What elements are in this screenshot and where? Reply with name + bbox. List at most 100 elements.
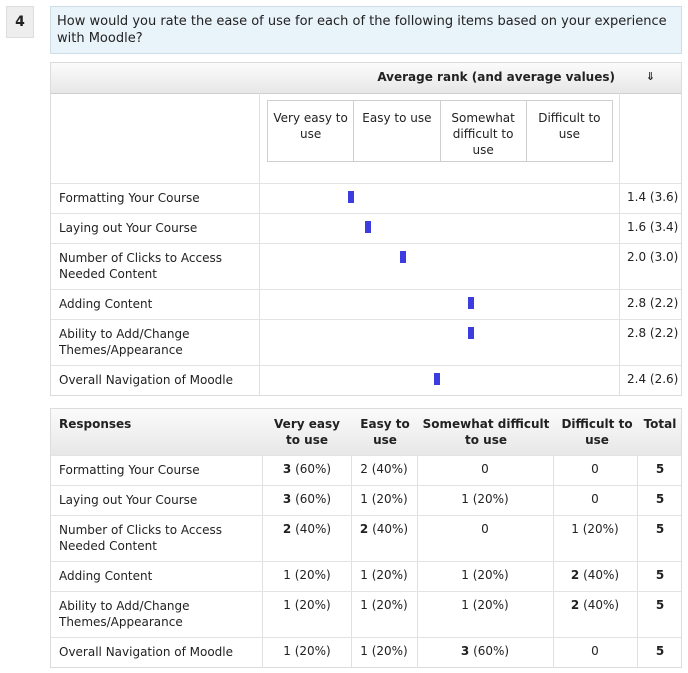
response-percent: (60%) (469, 644, 510, 658)
rank-table-header: Average rank (and average values) ⇓ (51, 63, 681, 94)
response-cell: 1 (20%) (445, 598, 525, 612)
response-count: 1 (461, 598, 469, 612)
response-count: 1 (360, 568, 368, 582)
response-cell: 2 (40%) (344, 462, 424, 476)
rank-marker (468, 297, 475, 309)
rank-table-title: Average rank (and average values) (377, 70, 615, 84)
response-percent: (20%) (367, 568, 408, 582)
rank-row-label: Laying out Your Course (59, 221, 198, 235)
header-easy: Easy to use (360, 417, 410, 447)
table-row: Overall Navigation of Moodle 1 (20%) 1 (20… (51, 637, 681, 668)
rank-row-value: 2.8 (2.2) (627, 296, 679, 310)
average-rank-table: Average rank (and average values) ⇓ Very… (50, 62, 682, 396)
scale-easy: Easy to use (354, 101, 441, 161)
rank-row: Adding Content 2.8 (2.2) (51, 289, 681, 320)
response-cell: 1 (20%) (267, 644, 347, 658)
question-text: How would you rate the ease of use for e… (50, 6, 682, 54)
header-very-easy: Very easy to use (274, 417, 340, 447)
response-count: 1 (283, 598, 291, 612)
table-row: Adding Content 1 (20%) 1 (20%) 1 (20%) 2 (40… (51, 561, 681, 592)
response-count: 2 (360, 462, 368, 476)
response-cell: 1 (20%) (344, 492, 424, 506)
response-count: 2 (282, 522, 292, 536)
header-total: Total (643, 417, 677, 431)
table-row: Formatting Your Course 3 (60%) 2 (40%) 0 0 5 (51, 455, 681, 486)
response-percent: (20%) (367, 644, 408, 658)
scale-very-easy: Very easy to use (268, 101, 355, 161)
response-percent: (40%) (367, 462, 408, 476)
response-total: 5 (655, 462, 665, 476)
response-percent: (20%) (468, 568, 509, 582)
table-row: Ability to Add/Change Themes/Appearance 1… (51, 591, 681, 638)
rank-row-value: 1.4 (3.6) (627, 190, 679, 204)
header-somewhat-difficult: Somewhat difficult to use (422, 417, 550, 447)
response-percent: (40%) (368, 522, 409, 536)
response-count: 3 (460, 644, 470, 658)
response-count: 3 (282, 462, 292, 476)
rank-row: Number of Clicks to Access Needed Conten… (51, 243, 681, 290)
response-count: 1 (283, 644, 291, 658)
response-cell: 2 (40%) (267, 522, 347, 536)
rank-row: Overall Navigation of Moodle 2.4 (2.6) (51, 365, 681, 396)
response-row-label: Adding Content (59, 569, 153, 583)
response-cell: 3 (60%) (445, 644, 525, 658)
response-total: 5 (655, 644, 665, 658)
response-total: 5 (655, 522, 665, 536)
rank-marker (399, 251, 406, 263)
rank-row-label: Adding Content (59, 297, 153, 311)
response-total: 5 (655, 492, 665, 506)
rank-row-label: Ability to Add/Change Themes/Appearance (59, 327, 190, 357)
table-row: Number of Clicks to Access Needed Conten… (51, 515, 681, 562)
table-row: Laying out Your Course 3 (60%) 1 (20%) 1 (2… (51, 485, 681, 516)
response-cell: 2 (40%) (555, 568, 635, 582)
response-count: 1 (461, 568, 469, 582)
response-cell: 0 (445, 462, 525, 476)
sort-down-icon[interactable]: ⇓ (645, 70, 655, 83)
response-percent: (40%) (579, 568, 620, 582)
response-row-label: Number of Clicks to Access Needed Conten… (59, 523, 223, 553)
response-cell: 1 (20%) (344, 568, 424, 582)
response-row-label: Laying out Your Course (59, 493, 198, 507)
response-percent: (20%) (578, 522, 619, 536)
response-cell: 0 (555, 462, 635, 476)
response-cell: 3 (60%) (267, 492, 347, 506)
response-percent: (60%) (291, 462, 332, 476)
response-cell: 1 (20%) (267, 598, 347, 612)
response-cell: 1 (20%) (344, 644, 424, 658)
response-count: 0 (591, 462, 599, 476)
question-number: 4 (6, 6, 34, 38)
response-cell: 1 (20%) (445, 492, 525, 506)
response-count: 1 (571, 522, 579, 536)
response-cell: 2 (40%) (555, 598, 635, 612)
rank-row-label: Formatting Your Course (59, 191, 200, 205)
response-percent: (20%) (367, 492, 408, 506)
response-count: 0 (591, 492, 599, 506)
header-responses: Responses (59, 417, 132, 431)
scale-difficult: Difficult to use (538, 111, 601, 141)
scale-somewhat-difficult: Somewhat difficult to use (441, 101, 527, 161)
rank-row-value: 2.4 (2.6) (627, 372, 679, 386)
response-count: 2 (570, 568, 580, 582)
responses-table: Responses Very easy to use Easy to use S… (50, 408, 682, 668)
response-cell: 3 (60%) (267, 462, 347, 476)
rank-row: Formatting Your Course 1.4 (3.6) (51, 183, 681, 214)
response-percent: (20%) (367, 598, 408, 612)
response-percent: (20%) (468, 492, 509, 506)
rank-row-value: 1.6 (3.4) (627, 220, 679, 234)
rank-scale: Very easy to use Easy to use Somewhat di… (267, 100, 613, 162)
response-total: 5 (655, 598, 665, 612)
rank-row-value: 2.0 (3.0) (627, 250, 679, 264)
response-count: 1 (360, 598, 368, 612)
response-percent: (20%) (468, 598, 509, 612)
response-cell: 0 (555, 644, 635, 658)
response-row-label: Formatting Your Course (59, 463, 200, 477)
response-count: 0 (481, 522, 489, 536)
label-column-divider (259, 93, 260, 395)
response-count: 2 (570, 598, 580, 612)
rank-row: Laying out Your Course 1.6 (3.4) (51, 213, 681, 244)
response-count: 0 (591, 644, 599, 658)
response-cell: 1 (20%) (267, 568, 347, 582)
response-count: 0 (481, 462, 489, 476)
rank-marker (348, 191, 354, 203)
response-count: 3 (282, 492, 292, 506)
